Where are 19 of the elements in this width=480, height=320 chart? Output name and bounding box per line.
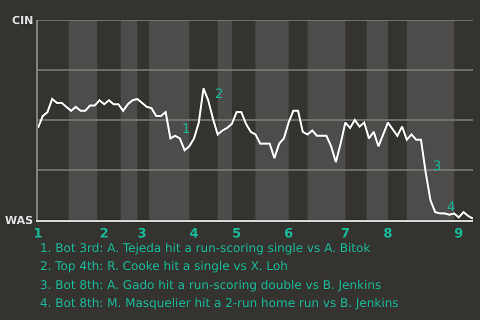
x-tick-label: 8 <box>383 226 392 242</box>
x-tick-label: 2 <box>100 226 109 242</box>
x-tick-label: 3 <box>137 226 147 242</box>
x-tick-label: 7 <box>340 226 350 242</box>
text: 2. Top 4th: R. Cooke hit a single vs X. Loh <box>40 259 288 273</box>
text: 1. Bot 3rd: A. Tejeda hit a run-scoring single vs A. Bitok <box>40 241 370 255</box>
x-tick-label: 5 <box>232 226 242 242</box>
annotation: 1 <box>182 122 190 137</box>
annotation: 4 <box>447 200 456 215</box>
x-tick-label: 6 <box>284 226 294 242</box>
annotation: 2 <box>215 87 224 102</box>
x-tick-label: 4 <box>190 226 199 242</box>
text: 3. Bot 8th: A. Gado hit a run-scoring double vs B. Jenkins <box>40 278 382 292</box>
text: WAS <box>5 214 34 227</box>
x-tick-label: 1 <box>33 226 43 242</box>
text: 4. Bot 8th: M. Masquelier hit a 2-run home run vs B. Jenkins <box>40 296 399 310</box>
annotation: 3 <box>433 159 442 174</box>
text: CIN <box>12 14 34 27</box>
x-tick-label: 9 <box>454 226 464 242</box>
